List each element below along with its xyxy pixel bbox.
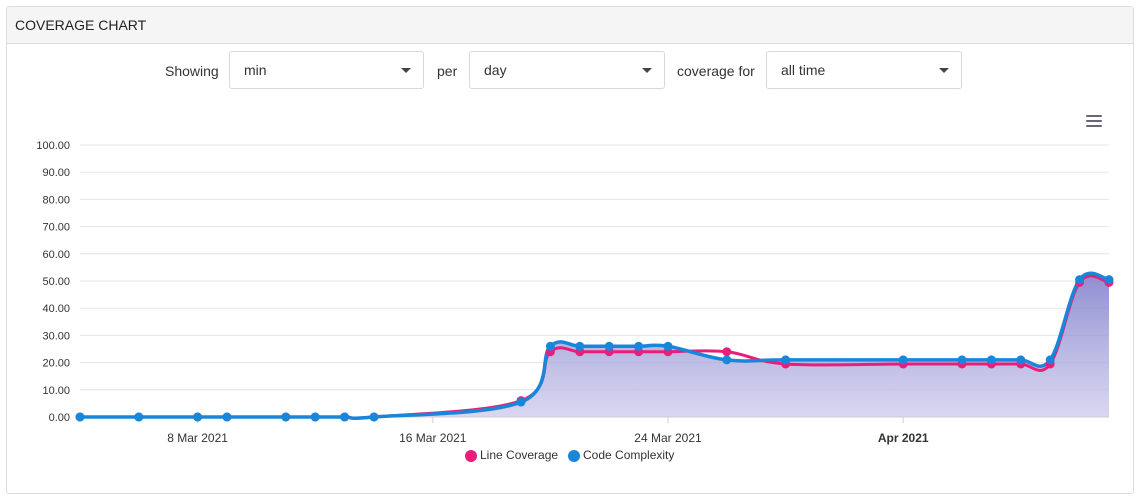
metric-select[interactable]: min (229, 51, 424, 89)
caret-down-icon (401, 68, 411, 73)
range-select[interactable]: all time (766, 51, 962, 89)
per-label: per (437, 63, 458, 79)
caret-down-icon (939, 68, 949, 73)
range-select-value: all time (781, 62, 826, 78)
panel-title: COVERAGE CHART (15, 17, 147, 33)
coverage-for-label: coverage for (677, 63, 755, 79)
legend: Line Coverage Code Complexity (465, 448, 674, 462)
showing-label: Showing (165, 63, 219, 79)
metric-select-value: min (244, 62, 267, 78)
panel-header: COVERAGE CHART (7, 7, 1133, 44)
legend-marker (568, 450, 580, 462)
legend-marker (465, 450, 477, 462)
chart-controls: Showing min per day coverage for all tim… (0, 51, 1142, 91)
interval-select-value: day (484, 62, 507, 78)
hamburger-menu-icon[interactable] (1086, 115, 1102, 127)
legend-label[interactable]: Line Coverage (480, 448, 558, 462)
caret-down-icon (642, 68, 652, 73)
legend-label[interactable]: Code Complexity (583, 448, 674, 462)
interval-select[interactable]: day (469, 51, 665, 89)
